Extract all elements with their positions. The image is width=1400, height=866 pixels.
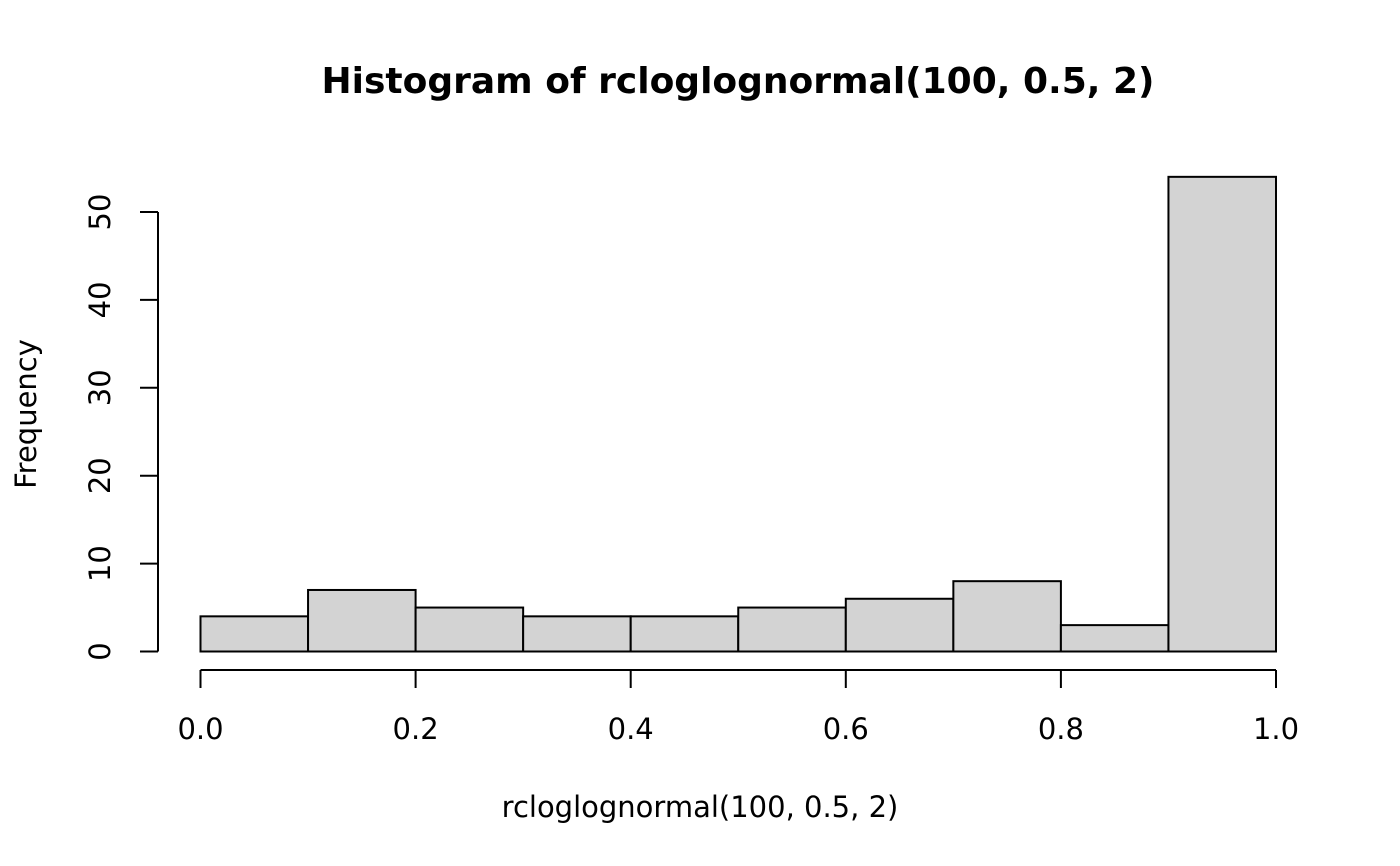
histogram-bar	[1059, 624, 1170, 653]
y-tick-label: 30	[83, 369, 117, 406]
histogram-bar	[522, 615, 632, 653]
y-tick-label: 50	[83, 194, 117, 231]
histogram-bar	[1167, 175, 1277, 653]
x-tick-label: 0.2	[393, 712, 439, 746]
x-axis-label: rcloglognormal(100, 0.5, 2)	[502, 790, 899, 824]
chart-title: Histogram of rcloglognormal(100, 0.5, 2)	[322, 61, 1155, 102]
histogram-bar	[307, 588, 417, 653]
histogram-bar	[629, 615, 740, 653]
y-tick-label: 0	[83, 642, 117, 660]
y-axis: 0 10 20 30 40 50	[83, 194, 159, 661]
x-tick-label: 1.0	[1253, 712, 1299, 746]
y-tick-label: 20	[83, 457, 117, 494]
histogram-bar	[844, 597, 955, 653]
y-tick-label: 40	[83, 281, 117, 318]
x-tick-label: 0.6	[823, 712, 869, 746]
histogram-bar	[414, 606, 525, 653]
y-tick-label: 10	[83, 545, 117, 582]
histogram-bar	[737, 606, 847, 653]
histogram-bar	[952, 580, 1062, 653]
x-tick-label: 0.4	[608, 712, 654, 746]
y-axis-label: Frequency	[9, 339, 43, 489]
x-tick-label: 0.8	[1038, 712, 1084, 746]
bars-group	[199, 175, 1277, 653]
x-tick-label: 0.0	[177, 712, 223, 746]
x-axis: 0.0 0.2 0.4 0.6 0.8 1.0	[177, 669, 1299, 746]
histogram-bar	[199, 615, 310, 653]
